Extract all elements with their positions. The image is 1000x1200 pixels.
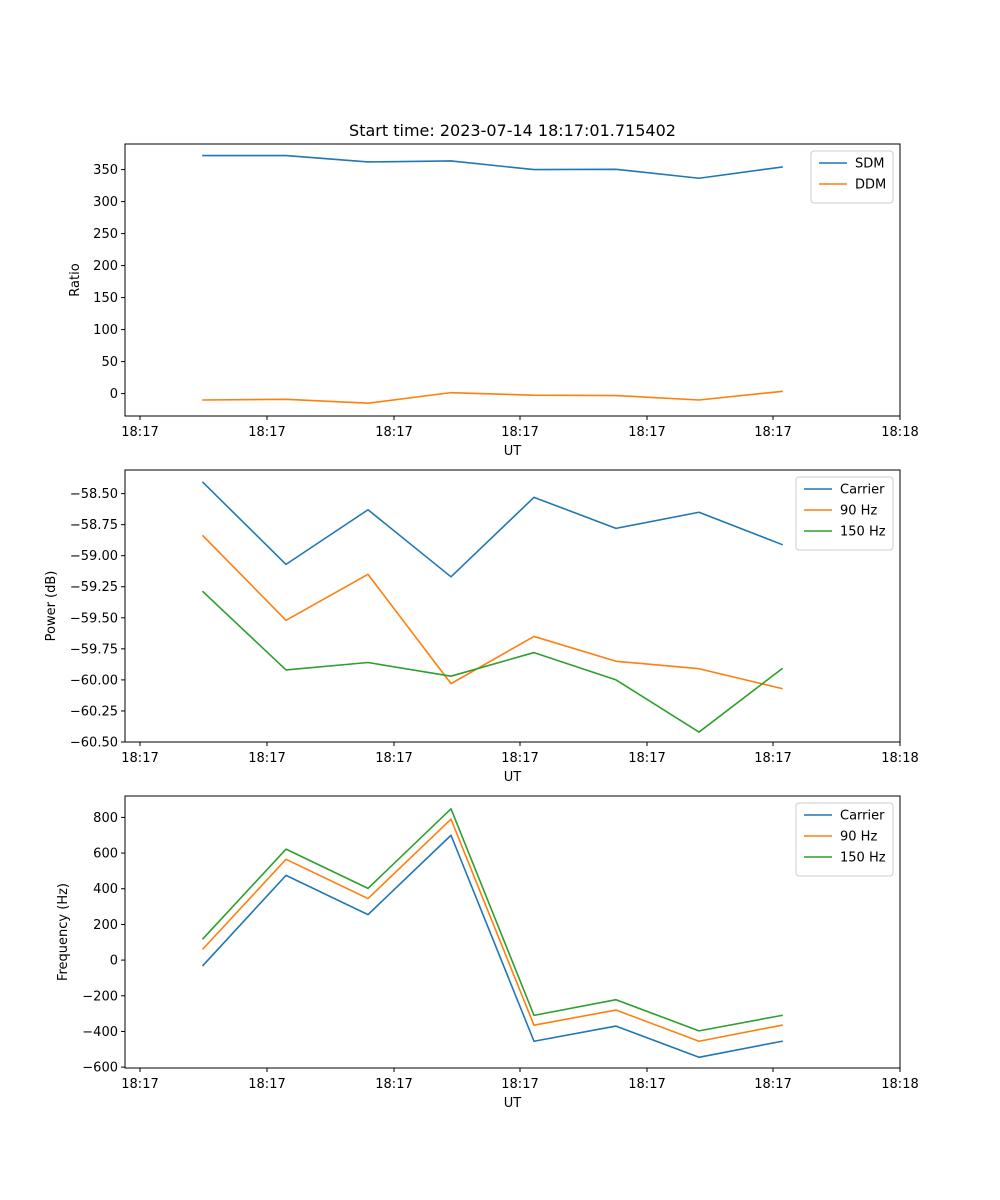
x-tick-label: 18:17 (248, 425, 285, 440)
y-tick-label: −59.50 (70, 611, 118, 626)
x-tick-label: 18:18 (881, 1077, 918, 1092)
legend-label: Carrier (840, 809, 885, 824)
axes-frame (124, 795, 901, 1069)
x-tick-label: 18:18 (881, 751, 918, 766)
y-tick-label: 200 (93, 259, 118, 274)
x-tick-label: 18:17 (501, 425, 538, 440)
y-tick-label: 600 (93, 847, 118, 862)
y-tick-label: 200 (93, 918, 118, 933)
x-tick-label: 18:17 (628, 1077, 665, 1092)
x-tick-label: 18:17 (628, 751, 665, 766)
x-tick-label: 18:17 (501, 751, 538, 766)
y-axis-label: Ratio (68, 263, 83, 296)
y-axis-label: Power (dB) (44, 571, 59, 642)
x-tick-label: 18:17 (248, 751, 285, 766)
x-tick-label: 18:17 (628, 425, 665, 440)
series-line-150-hz (201, 590, 784, 733)
y-tick-label: 350 (93, 163, 118, 178)
legend-label: 150 Hz (840, 851, 886, 866)
y-tick-label: −58.75 (70, 518, 118, 533)
x-tick-label: 18:17 (375, 425, 412, 440)
legend-label: 90 Hz (840, 830, 877, 845)
series-line-90-hz (201, 818, 783, 1043)
legend-label: 90 Hz (840, 504, 877, 519)
legend-label: Carrier (840, 483, 885, 498)
series-line-90-hz (201, 534, 783, 690)
y-tick-label: 50 (101, 355, 118, 370)
y-tick-label: −400 (82, 1025, 118, 1040)
legend-label: DDM (855, 178, 886, 193)
chart-2: 18:17 18:17 18:17 18:17 18:17 18:17 18:18 −58.5… (44, 469, 919, 785)
y-tick-label: 300 (93, 195, 118, 210)
axes-frame (124, 143, 901, 417)
series-line-150-hz (201, 808, 783, 1032)
x-tick-label: 18:17 (121, 1077, 158, 1092)
x-tick-label: 18:17 (375, 751, 412, 766)
y-tick-label: −60.50 (70, 736, 118, 751)
x-axis-label: UT (504, 444, 522, 459)
x-axis-label: UT (504, 1096, 522, 1111)
x-axis-label: UT (504, 770, 522, 785)
y-tick-label: −200 (82, 989, 118, 1004)
charts: 18:17 18:17 18:17 18:17 18:17 18:17 18:18 0 50 10… (44, 143, 919, 1111)
series-line-carrier (201, 481, 784, 578)
y-tick-label: 0 (110, 954, 118, 969)
y-tick-label: −59.00 (70, 549, 118, 564)
legend-label: 150 Hz (840, 525, 886, 540)
x-tick-label: 18:17 (375, 1077, 412, 1092)
figure-title: Start time: 2023-07-14 18:17:01.715402 (349, 121, 676, 140)
x-tick-label: 18:18 (881, 425, 918, 440)
y-tick-label: 100 (93, 323, 118, 338)
legend-box (810, 150, 894, 204)
y-tick-label: −60.25 (70, 704, 118, 719)
y-tick-label: −600 (82, 1061, 118, 1076)
y-tick-label: −59.25 (70, 580, 118, 595)
y-tick-label: 250 (93, 227, 118, 242)
chart-1: 18:17 18:17 18:17 18:17 18:17 18:17 18:18 0 50 10… (68, 143, 919, 459)
y-tick-label: −58.50 (70, 487, 118, 502)
chart-3: 18:17 18:17 18:17 18:17 18:17 18:17 18:18 −600 −… (56, 795, 919, 1111)
x-tick-label: 18:17 (754, 1077, 791, 1092)
axes-frame (124, 469, 901, 743)
x-tick-label: 18:17 (754, 751, 791, 766)
x-tick-label: 18:17 (754, 425, 791, 440)
series-line-sdm (202, 154, 783, 180)
x-tick-label: 18:17 (248, 1077, 285, 1092)
x-tick-label: 18:17 (121, 425, 158, 440)
y-axis-label: Frequency (Hz) (56, 883, 71, 981)
y-tick-label: −59.75 (70, 642, 118, 657)
y-tick-label: 400 (93, 882, 118, 897)
y-tick-label: −60.00 (70, 673, 118, 688)
x-tick-label: 18:17 (121, 751, 158, 766)
legend-label: SDM (855, 157, 884, 172)
y-tick-label: 0 (110, 387, 118, 402)
x-tick-label: 18:17 (501, 1077, 538, 1092)
series-line-ddm (202, 390, 783, 405)
y-tick-label: 800 (93, 811, 118, 826)
series-line-carrier (201, 834, 783, 1059)
y-tick-label: 150 (93, 291, 118, 306)
